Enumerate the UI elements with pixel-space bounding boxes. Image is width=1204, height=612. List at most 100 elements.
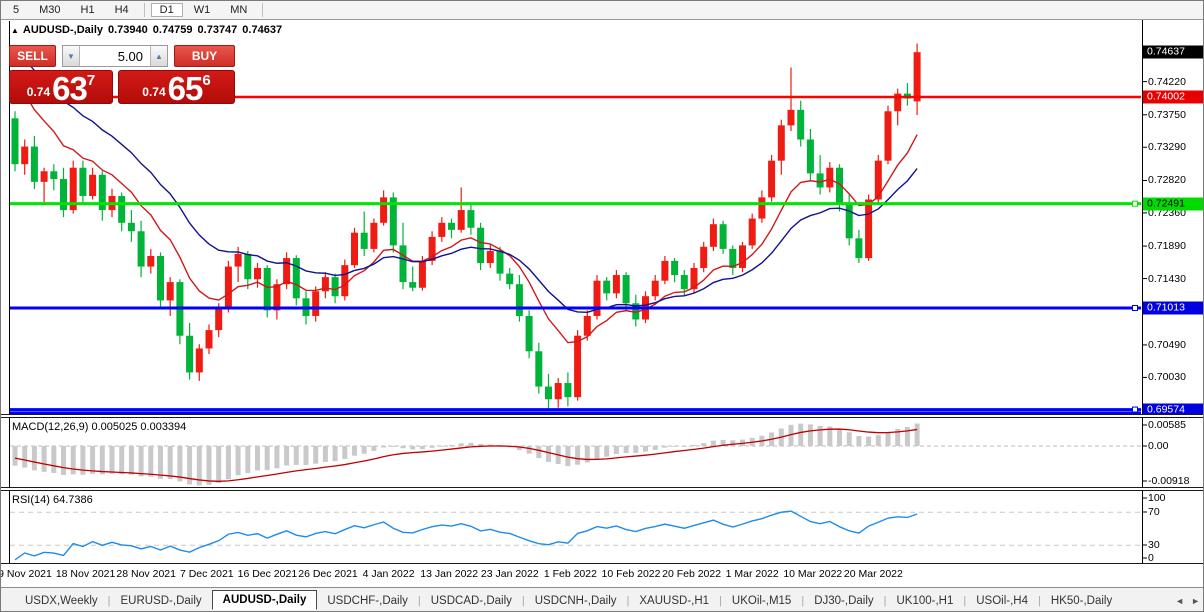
tab-separator: | <box>417 594 421 607</box>
rsi-label: RSI(14) 64.7386 <box>12 494 93 506</box>
timeframe-button-h1[interactable]: H1 <box>80 4 95 16</box>
toolbar-separator <box>143 3 145 17</box>
chart-tab-xauusd[interactable]: XAUUSD-,H1 <box>639 594 710 607</box>
chart-tab-audusd[interactable]: AUDUSD-,Daily <box>211 590 318 610</box>
buy-price-prefix: 0.74 <box>142 85 166 99</box>
time-axis-label: 28 Nov 2021 <box>116 568 176 580</box>
time-axis-label: 10 Feb 2022 <box>601 568 661 580</box>
rsi-axis-tick: 70 <box>1148 506 1160 518</box>
sell-price-display[interactable]: 0.74 63 7 <box>9 70 113 107</box>
tab-scroll-controls: ◄ ► <box>1175 588 1200 611</box>
time-axis-label: 26 Dec 2021 <box>298 568 358 580</box>
panel-divider[interactable] <box>1 414 1203 418</box>
symbol-name: AUDUSD-,Daily <box>22 24 103 36</box>
macd-axis-tick: -0.00918 <box>1148 475 1190 487</box>
timeframe-button-m30[interactable]: M30 <box>39 4 61 16</box>
chart-tabs: USDX,Weekly | EURUSD-,Daily AUDUSD-,Daily US… <box>1 587 1203 611</box>
rsi-axis-tick: 0 <box>1148 552 1154 564</box>
price-axis-tick: 0.70030 <box>1148 371 1186 384</box>
chart-tab-usoil[interactable]: USOil-,H4 <box>976 594 1029 607</box>
chevron-down-icon: ▼ <box>67 51 75 61</box>
price-badge: 0.71013 <box>1143 301 1203 315</box>
timeframe-button-w1[interactable]: W1 <box>193 4 211 16</box>
chart-tab-ukoil[interactable]: UKOil-,M15 <box>731 594 792 607</box>
chevron-up-icon: ▲ <box>155 51 163 61</box>
price-axis-tick: 0.73750 <box>1148 108 1186 121</box>
time-axis-label: 1 Mar 2022 <box>725 568 779 580</box>
price-axis-tick: 0.73290 <box>1148 141 1186 154</box>
chart-tab-uk100[interactable]: UK100-,H1 <box>896 594 954 607</box>
tab-separator: | <box>719 594 722 607</box>
buy-button[interactable]: BUY <box>174 45 235 67</box>
ohlc-open: 0.73940 <box>108 24 148 36</box>
tab-separator: | <box>107 594 111 607</box>
macd-axis-tick: 0.00 <box>1148 440 1169 452</box>
chart-tab-usdx[interactable]: USDX,Weekly <box>25 594 98 607</box>
tab-scroll-left-icon[interactable]: ◄ <box>1175 596 1185 606</box>
buy-price-display[interactable]: 0.74 65 6 <box>118 70 235 105</box>
panel-divider[interactable] <box>1 487 1203 491</box>
volume-input[interactable]: 5.00 <box>80 46 150 66</box>
tab-separator: | <box>801 594 805 607</box>
time-axis-label: 20 Mar 2022 <box>843 568 903 580</box>
price-badge: 0.74637 <box>1143 45 1203 59</box>
time-axis-line <box>1 563 1203 564</box>
price-axis-tick: 0.71430 <box>1148 272 1186 285</box>
symbol-collapse-icon: ▲ <box>11 26 19 35</box>
sell-button[interactable]: SELL <box>9 45 56 67</box>
tab-scroll-right-icon[interactable]: ► <box>1191 596 1200 606</box>
chart-tab-hk50[interactable]: HK50-,Daily <box>1050 594 1113 607</box>
chart-tab-usdcnh[interactable]: USDCNH-,Daily <box>534 594 617 607</box>
rsi-axis-tick: 100 <box>1148 492 1166 504</box>
sell-price-pip: 7 <box>86 72 96 89</box>
time-axis-label: 1 Feb 2022 <box>543 568 597 580</box>
tab-separator: | <box>963 594 967 607</box>
volume-increase-button[interactable]: ▲ <box>150 46 167 66</box>
volume-decrease-button[interactable]: ▼ <box>63 46 80 66</box>
time-axis-label: 7 Dec 2021 <box>179 568 234 580</box>
price-badge: 0.69574 <box>1143 403 1203 417</box>
chart-tab-usdcad[interactable]: USDCAD-,Daily <box>430 594 512 607</box>
time-axis-label: 23 Jan 2022 <box>480 568 539 580</box>
price-badge: 0.74002 <box>1143 90 1203 104</box>
time-axis-label: 13 Jan 2022 <box>420 568 479 580</box>
price-axis-tick: 0.71890 <box>1148 240 1186 253</box>
timeframe-button-d1[interactable]: D1 <box>150 3 183 17</box>
time-axis-label: 18 Nov 2021 <box>55 568 116 580</box>
price-axis-tick: 0.70490 <box>1148 338 1186 351</box>
tab-separator: | <box>883 594 887 607</box>
ohlc-close: 0.74637 <box>242 24 283 36</box>
price-axis-tick: 0.74220 <box>1148 75 1186 88</box>
price-axis-tick: 0.72820 <box>1148 174 1186 187</box>
axis-separator <box>1142 20 1143 564</box>
timeframe-button-h4[interactable]: H4 <box>114 4 129 16</box>
sell-price-prefix: 0.74 <box>26 85 51 99</box>
macd-label: MACD(12,26,9) 0.005025 0.003394 <box>12 421 187 433</box>
chart-tab-eurusd[interactable]: EURUSD-,Daily <box>120 594 202 607</box>
time-axis-label: 20 Feb 2022 <box>662 568 722 580</box>
timeframe-button-5[interactable]: 5 <box>13 4 20 16</box>
time-axis-label: 9 Nov 2021 <box>0 568 52 580</box>
time-axis[interactable]: 9 Nov 2021 18 Nov 2021 28 Nov 2021 7 Dec 20… <box>0 566 1203 586</box>
sell-price-big: 63 <box>52 70 88 107</box>
chart-tab-usdchf[interactable]: USDCHF-,Daily <box>327 594 408 607</box>
price-badge: 0.72491 <box>1143 197 1203 211</box>
one-click-trading-panel: SELL ▼ 5.00 ▲ BUY 0.74 63 7 0.74 65 6 <box>9 45 235 107</box>
macd-axis-tick: 0.00585 <box>1148 419 1186 431</box>
toolbar-separator <box>262 3 264 17</box>
rsi-axis-tick: 30 <box>1148 539 1160 551</box>
timeframe-toolbar: 5 M30 H1 H4 D1 W1 MN <box>1 1 1203 20</box>
tab-separator: | <box>626 594 630 607</box>
timeframe-button-mn[interactable]: MN <box>230 4 248 16</box>
chart-title: ▲ AUDUSD-,Daily 0.73940 0.74759 0.73747 0.746… <box>11 24 287 36</box>
time-axis-label: 4 Jan 2022 <box>362 568 415 580</box>
buy-price-pip: 6 <box>202 72 211 89</box>
time-axis-label: 16 Dec 2021 <box>237 568 298 580</box>
ohlc-high: 0.74759 <box>152 24 193 36</box>
tab-separator: | <box>521 594 525 607</box>
volume-stepper: ▼ 5.00 ▲ <box>62 45 168 67</box>
chart-tab-dj30[interactable]: DJ30-,Daily <box>814 594 874 607</box>
time-axis-label: 10 Mar 2022 <box>783 568 843 580</box>
